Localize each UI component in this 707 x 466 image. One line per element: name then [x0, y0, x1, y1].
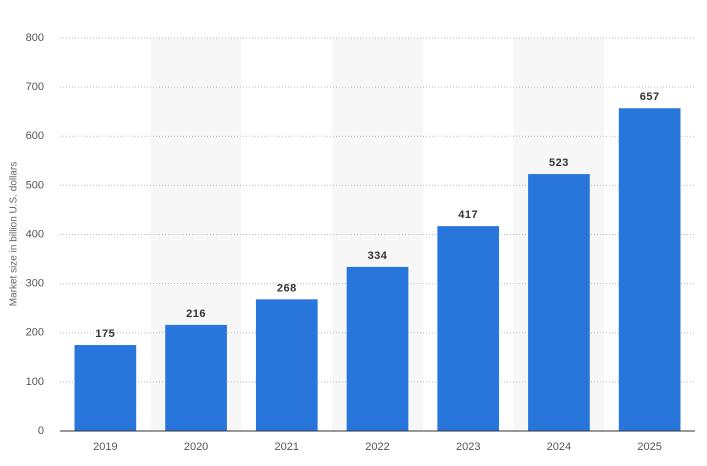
value-label: 523: [549, 157, 569, 169]
value-label: 417: [458, 209, 478, 221]
y-tick-label: 500: [26, 179, 44, 191]
value-label: 334: [368, 250, 388, 262]
bar: [437, 226, 500, 431]
y-tick-label: 400: [26, 228, 44, 240]
x-tick-label: 2020: [184, 441, 208, 453]
y-tick-label: 700: [26, 81, 44, 93]
bar: [346, 266, 409, 431]
x-tick-label: 2019: [93, 441, 117, 453]
value-label: 657: [640, 91, 660, 103]
value-label: 175: [95, 328, 115, 340]
y-tick-label: 0: [38, 425, 44, 437]
y-tick-label: 200: [26, 327, 44, 339]
bar: [528, 174, 590, 432]
y-tick-label: 600: [26, 130, 44, 142]
y-tick-label: 100: [26, 376, 44, 388]
value-label: 216: [186, 308, 206, 320]
bar: [165, 324, 227, 431]
x-tick-label: 2022: [365, 441, 389, 453]
bar: [74, 345, 137, 431]
bar: [618, 108, 681, 431]
x-tick-label: 2025: [637, 441, 661, 453]
x-tick-label: 2021: [275, 441, 299, 453]
y-tick-label: 300: [26, 278, 44, 290]
bar: [255, 299, 318, 431]
value-label: 268: [277, 282, 297, 294]
y-axis-label: Market size in billion U.S. dollars: [9, 162, 20, 307]
y-tick-label: 800: [26, 32, 44, 44]
x-tick-label: 2024: [547, 441, 571, 453]
x-tick-label: 2023: [456, 441, 480, 453]
